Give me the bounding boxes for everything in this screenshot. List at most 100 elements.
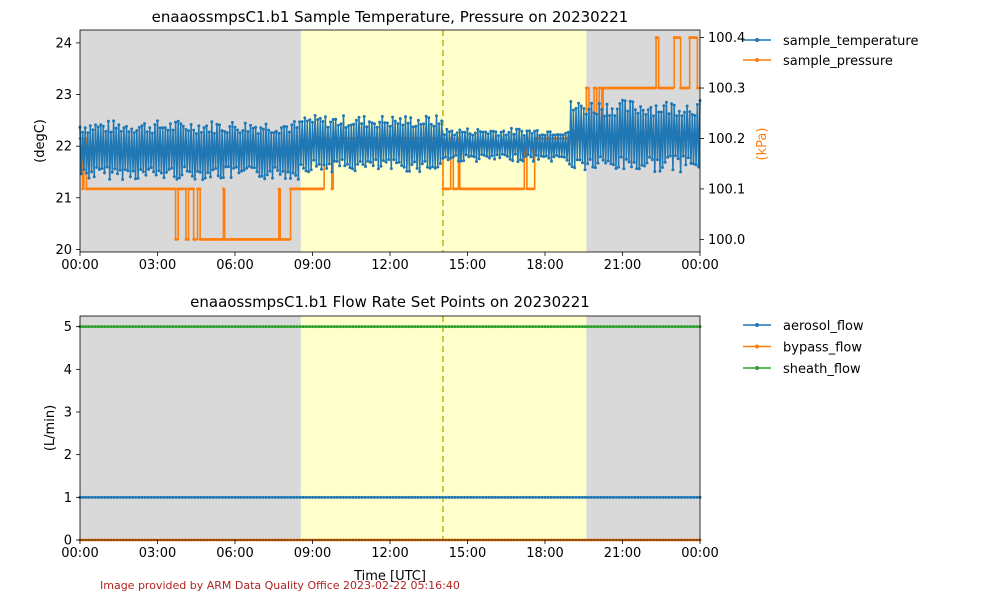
sample-temperature-point xyxy=(636,111,640,115)
sample-temperature-point xyxy=(441,156,445,160)
sample-temperature-point xyxy=(657,110,661,114)
aerosol-flow-point xyxy=(586,495,590,499)
sample-temperature-point xyxy=(121,178,125,181)
y-tick-label: 23 xyxy=(55,88,72,103)
sample-temperature-point xyxy=(281,169,285,173)
sheath-flow-point xyxy=(692,325,696,329)
sample-temperature-point xyxy=(336,123,340,127)
sample-temperature-point xyxy=(688,110,692,114)
sheath-flow-point xyxy=(419,325,423,329)
aerosol-flow-point xyxy=(676,495,680,499)
sample-temperature-point xyxy=(85,171,88,175)
sample-temperature-point xyxy=(203,176,207,180)
sample-temperature-point xyxy=(627,160,631,164)
sample-temperature-point xyxy=(544,154,548,158)
aerosol-flow-point xyxy=(298,495,302,499)
aerosol-flow-point xyxy=(450,495,454,499)
sample-temperature-point xyxy=(335,159,339,163)
aerosol-flow-point xyxy=(422,495,426,499)
sample-temperature-point xyxy=(517,127,521,131)
sheath-flow-point xyxy=(577,325,581,329)
aerosol-flow-point xyxy=(416,495,420,499)
sample-temperature-point xyxy=(676,157,680,161)
sample-temperature-point xyxy=(573,166,577,170)
sheath-flow-point xyxy=(621,325,624,329)
sample-temperature-point xyxy=(411,125,415,129)
sheath-flow-point xyxy=(425,325,429,329)
aerosol-flow-point xyxy=(580,495,584,499)
sample-temperature-point xyxy=(338,164,342,168)
sample-temperature-point xyxy=(327,162,331,166)
sample-temperature-point xyxy=(480,153,484,156)
sample-temperature-point xyxy=(440,119,444,123)
aerosol-flow-point xyxy=(121,495,125,499)
sheath-flow-point xyxy=(128,325,132,329)
sheath-flow-point xyxy=(450,325,454,329)
sheath-flow-point xyxy=(298,325,302,329)
sample-temperature-point xyxy=(91,128,95,132)
sample-temperature-point xyxy=(159,171,163,175)
aerosol-flow-point xyxy=(382,495,386,499)
sample-temperature-point xyxy=(82,168,86,172)
sample-temperature-point xyxy=(201,178,205,182)
aerosol-flow-point xyxy=(447,495,451,499)
aerosol-flow-point xyxy=(208,495,212,499)
sample-temperature-point xyxy=(531,159,535,163)
sheath-flow-point xyxy=(190,325,194,329)
sample-temperature-point xyxy=(316,118,320,122)
aerosol-flow-point xyxy=(376,495,380,499)
sheath-flow-point xyxy=(280,325,283,329)
sample-temperature-point xyxy=(86,131,90,135)
sample-temperature-series xyxy=(78,98,702,182)
legend-label: sheath_flow xyxy=(783,362,861,377)
sheath-flow-point xyxy=(617,325,621,329)
sample-pressure-point xyxy=(287,237,291,241)
sample-pressure-point xyxy=(220,237,224,241)
sample-temperature-point xyxy=(256,132,260,136)
sample-temperature-point xyxy=(645,161,649,165)
aerosol-flow-point xyxy=(397,495,401,499)
sheath-flow-point xyxy=(686,325,690,329)
sheath-flow-point xyxy=(679,325,683,329)
sample-temperature-point xyxy=(623,99,627,103)
sample-pressure-point xyxy=(686,86,690,90)
sample-pressure-point xyxy=(194,237,198,241)
sample-temperature-point xyxy=(626,109,630,113)
sheath-flow-point xyxy=(540,325,544,329)
sample-temperature-point xyxy=(478,130,482,134)
aerosol-flow-point xyxy=(317,495,321,499)
sheath-flow-point xyxy=(410,325,414,329)
sample-temperature-point xyxy=(562,155,566,159)
aerosol-flow-point xyxy=(156,495,159,499)
aerosol-flow-point xyxy=(84,495,88,499)
sheath-flow-point xyxy=(608,325,612,329)
sheath-flow-point xyxy=(143,325,147,329)
sample-temperature-point xyxy=(402,165,406,169)
sample-temperature-point xyxy=(397,160,401,164)
aerosol-flow-point xyxy=(137,495,141,499)
sample-temperature-point xyxy=(556,133,560,136)
sample-temperature-point xyxy=(547,156,551,160)
aerosol-flow-point xyxy=(552,495,556,499)
sample-temperature-point xyxy=(349,123,353,127)
sample-temperature-point xyxy=(287,130,291,134)
sheath-flow-point xyxy=(472,325,476,329)
sample-temperature-point xyxy=(498,156,502,160)
sample-temperature-point xyxy=(218,123,221,127)
sheath-flow-point xyxy=(515,325,519,329)
aerosol-flow-point xyxy=(664,495,668,499)
sheath-flow-point xyxy=(596,325,600,329)
x-tick-label: 12:00 xyxy=(371,258,408,273)
sheath-flow-point xyxy=(304,325,308,329)
sample-temperature-point xyxy=(398,117,402,121)
sample-temperature-point xyxy=(690,113,694,116)
sample-temperature-point xyxy=(477,157,481,161)
aerosol-flow-point xyxy=(118,495,122,499)
sample-temperature-point xyxy=(127,130,131,134)
sample-temperature-point xyxy=(560,155,564,159)
sample-temperature-point xyxy=(143,122,147,126)
sample-temperature-point xyxy=(183,165,187,169)
sample-temperature-point xyxy=(352,122,356,126)
chart1-y2label: (kPa) xyxy=(755,128,770,161)
aerosol-flow-point xyxy=(493,495,497,499)
